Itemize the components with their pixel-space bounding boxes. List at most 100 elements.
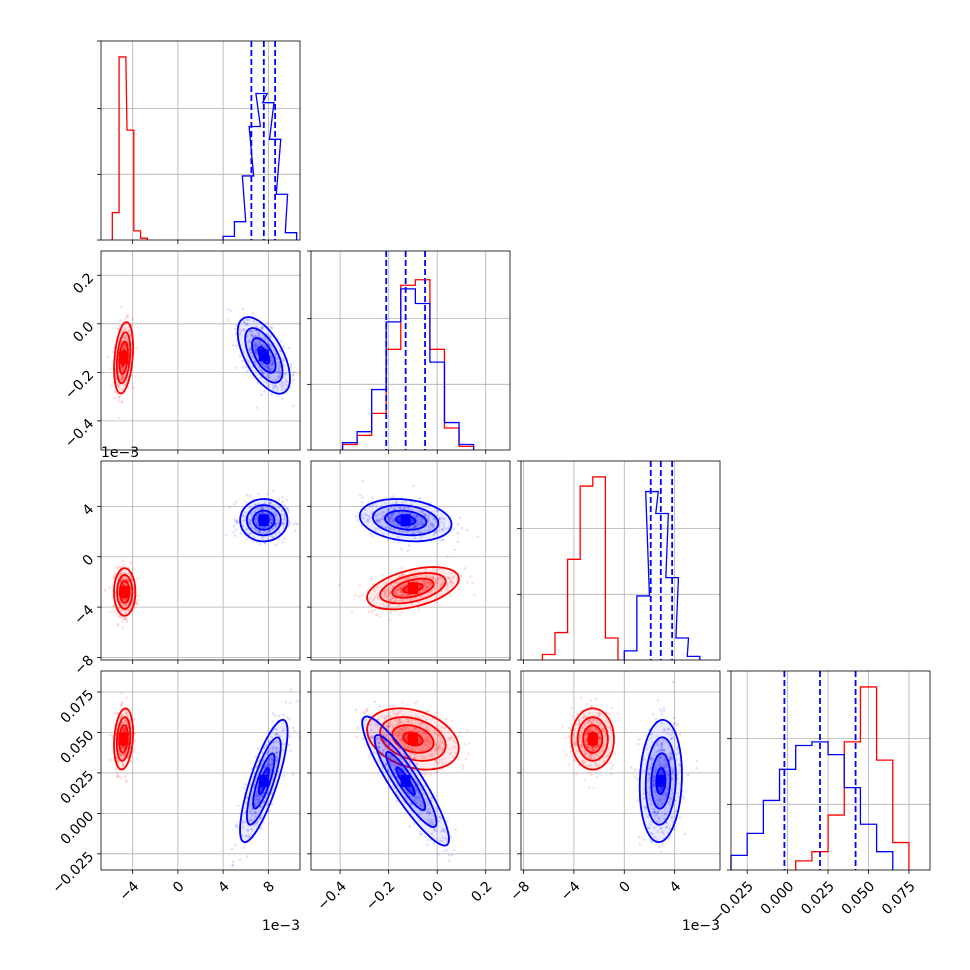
scatter-point-blue [290, 363, 293, 367]
scatter-point-blue [387, 744, 391, 747]
scatter-point-blue [398, 507, 402, 510]
scatter-point-red [414, 727, 418, 730]
scatter-point-red [429, 741, 432, 744]
scatter-point-red [595, 746, 599, 749]
scatter-point-blue [676, 747, 680, 750]
scatter-point-red [374, 614, 378, 617]
scatter-point-blue [671, 736, 674, 739]
scatter-point-red [114, 767, 118, 771]
scatter-point-red [595, 720, 599, 724]
scatter-point-red [409, 710, 413, 714]
scatter-point-red [421, 714, 425, 718]
scatter-point-red [440, 576, 443, 579]
scatter-point-red [588, 727, 591, 731]
scatter-point-red [120, 702, 124, 705]
scatter-point-blue [257, 530, 260, 533]
scatter-point-blue [282, 521, 285, 524]
scatter-point-blue [366, 707, 369, 711]
scatter-point-red [119, 565, 123, 569]
scatter-point-blue [242, 787, 246, 790]
scatter-point-blue [244, 834, 248, 838]
scatter-point-red [424, 773, 427, 777]
scatter-point-red [436, 581, 440, 584]
scatter-point-blue [657, 830, 660, 833]
scatter-point-red [112, 574, 116, 577]
scatter-point-blue [426, 517, 430, 521]
scatter-point-red [337, 583, 341, 586]
scatter-point-red [394, 732, 397, 735]
scatter-point-blue [242, 846, 245, 849]
scatter-point-blue [261, 363, 265, 366]
scatter-point-blue [656, 811, 659, 815]
scatter-point-blue [428, 528, 432, 531]
scatter-point-blue [395, 799, 399, 803]
scatter-point-red [427, 579, 430, 583]
scatter-point-red [123, 752, 127, 756]
scatter-point-red [585, 742, 589, 746]
scatter-point-blue [665, 770, 668, 773]
scatter-point-blue [281, 513, 284, 516]
scatter-point-blue [269, 521, 273, 525]
scatter-point-red [608, 726, 612, 729]
scatter-point-blue [669, 796, 672, 799]
scatter-point-blue [381, 517, 384, 521]
scatter-point-blue [374, 519, 378, 523]
scatter-point-blue [391, 514, 394, 517]
scatter-point-red [395, 580, 398, 584]
scatter-point-blue [291, 726, 295, 730]
scatter-point-red [600, 728, 604, 731]
scatter-point-blue [258, 797, 262, 801]
scatter-point-blue [267, 763, 271, 766]
scatter-point-red [403, 592, 406, 596]
scatter-point-blue [361, 496, 364, 500]
scatter-point-blue [246, 829, 249, 832]
scatter-point-blue [658, 764, 661, 768]
scatter-point-blue [261, 506, 264, 509]
scatter-point-red [440, 758, 444, 761]
scatter-point-blue [430, 521, 433, 525]
scatter-point-blue [400, 530, 403, 533]
scatter-point-blue [269, 756, 272, 760]
scatter-point-blue [258, 531, 262, 535]
scatter-point-red [384, 595, 387, 598]
scatter-point-red [593, 756, 596, 760]
scatter-point-blue [249, 782, 252, 785]
scatter-point-blue [271, 379, 274, 382]
scatter-point-blue [424, 513, 427, 516]
scatter-point-blue [274, 384, 277, 387]
scatter-point-blue [234, 824, 238, 827]
scatter-point-red [401, 594, 405, 597]
scatter-point-blue [385, 526, 388, 529]
scatter-point-blue [265, 380, 268, 384]
scatter-point-red [580, 740, 583, 744]
scatter-point-blue [254, 342, 257, 345]
scatter-point-blue [274, 351, 278, 355]
scatter-point-blue [410, 531, 414, 535]
scatter-point-red [464, 757, 468, 761]
scatter-point-blue [270, 521, 273, 524]
scatter-point-blue [450, 853, 454, 857]
scatter-point-red [123, 753, 126, 756]
scatter-point-blue [272, 504, 275, 507]
scatter-point-blue [284, 700, 288, 704]
scatter-point-red [119, 776, 122, 779]
scatter-point-red [387, 714, 391, 717]
scatter-point-red [446, 589, 449, 592]
scatter-point-red [119, 579, 123, 583]
scatter-point-red [565, 753, 569, 757]
scatter-point-blue [253, 344, 257, 347]
scatter-point-blue [292, 523, 295, 526]
scatter-point-red [120, 691, 123, 695]
scatter-point-red [597, 754, 600, 758]
scatter-point-red [406, 717, 410, 721]
scatter-point-red [109, 758, 112, 762]
scatter-point-red [122, 563, 125, 566]
scatter-point-blue [253, 349, 257, 352]
scatter-point-blue [380, 504, 384, 508]
scatter-point-blue [656, 744, 660, 747]
scatter-point-blue [284, 383, 287, 386]
scatter-point-blue [289, 688, 292, 691]
scatter-point-red [437, 758, 441, 762]
scatter-point-blue [255, 406, 258, 409]
scatter-point-red [397, 730, 401, 734]
